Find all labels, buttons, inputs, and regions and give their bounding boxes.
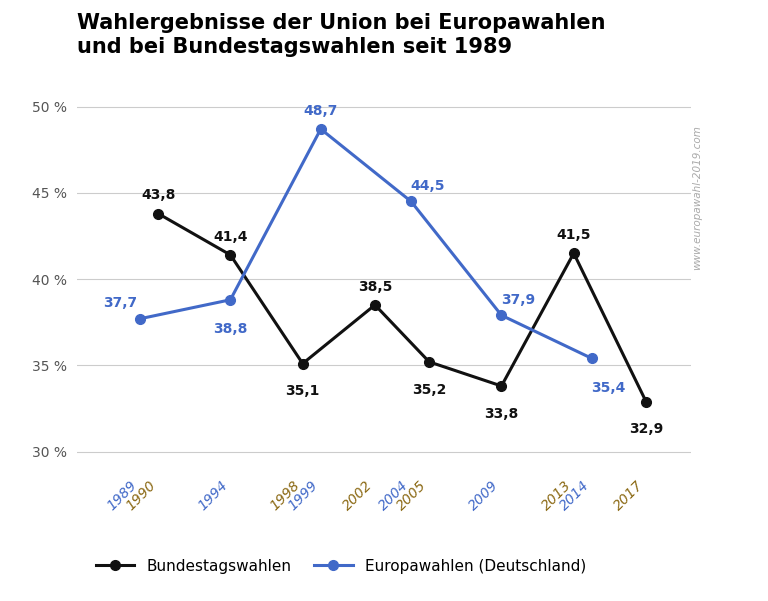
Line: Bundestagswahlen: Bundestagswahlen [154, 209, 651, 406]
Bundestagswahlen [370, 301, 379, 308]
Text: 41,4: 41,4 [214, 230, 247, 244]
Text: 38,5: 38,5 [358, 280, 392, 294]
Europawahlen (Deutschland) [226, 296, 235, 304]
Europawahlen (Deutschland) [316, 126, 326, 133]
Bundestagswahlen [226, 251, 235, 258]
Text: Wahlergebnisse der Union bei Europawahlen
und bei Bundestagswahlen seit 1989: Wahlergebnisse der Union bei Europawahle… [77, 13, 605, 56]
Text: 35,1: 35,1 [286, 385, 319, 398]
Text: 41,5: 41,5 [557, 228, 591, 242]
Line: Europawahlen (Deutschland): Europawahlen (Deutschland) [135, 124, 597, 363]
Text: 43,8: 43,8 [141, 189, 175, 203]
Europawahlen (Deutschland) [135, 315, 144, 322]
Text: 35,4: 35,4 [591, 380, 626, 395]
Text: 33,8: 33,8 [485, 407, 518, 421]
Europawahlen (Deutschland) [406, 198, 415, 205]
Legend: Bundestagswahlen, Europawahlen (Deutschland): Bundestagswahlen, Europawahlen (Deutschl… [90, 553, 592, 580]
Text: 35,2: 35,2 [412, 383, 446, 397]
Text: 32,9: 32,9 [629, 423, 663, 436]
Bundestagswahlen [497, 382, 506, 389]
Text: 37,9: 37,9 [501, 293, 535, 307]
Text: 44,5: 44,5 [411, 179, 445, 193]
Text: 48,7: 48,7 [303, 104, 338, 118]
Text: www.europawahl-2019.com: www.europawahl-2019.com [692, 126, 703, 270]
Bundestagswahlen [641, 398, 650, 405]
Text: 37,7: 37,7 [104, 296, 137, 310]
Europawahlen (Deutschland) [588, 355, 597, 362]
Bundestagswahlen [298, 360, 307, 367]
Bundestagswahlen [569, 249, 578, 257]
Bundestagswahlen [154, 210, 163, 217]
Bundestagswahlen [425, 358, 434, 365]
Text: 38,8: 38,8 [214, 322, 247, 336]
Europawahlen (Deutschland) [497, 312, 506, 319]
